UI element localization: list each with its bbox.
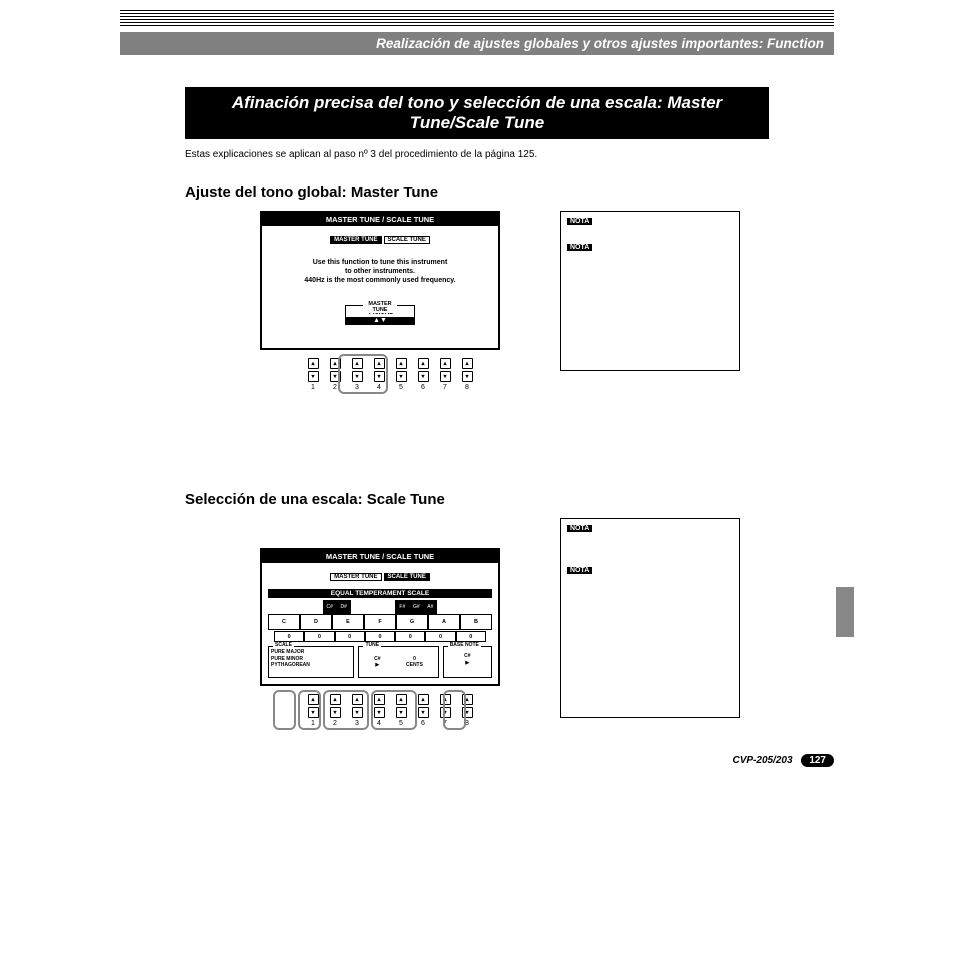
msg-line: Use this function to tune this instrumen… xyxy=(313,259,448,266)
key-value: 0 xyxy=(395,631,425,642)
btn-down[interactable]: ▾ xyxy=(418,707,429,718)
btn-down[interactable]: ▾ xyxy=(440,371,451,382)
scale-option: PYTHAGOREAN xyxy=(271,662,351,669)
highlight-box xyxy=(371,690,417,730)
btn-number: 6 xyxy=(421,384,425,391)
key-value: 0 xyxy=(456,631,486,642)
white-key: F xyxy=(364,614,396,630)
btn-number: 8 xyxy=(465,384,469,391)
btn-up[interactable]: ▴ xyxy=(418,694,429,705)
key-value: 0 xyxy=(335,631,365,642)
mt-arrows: ▲▼ xyxy=(346,317,414,324)
white-key: G xyxy=(396,614,428,630)
highlight-box xyxy=(443,690,466,730)
btn-number: 2 xyxy=(333,384,337,391)
panel-message: Use this function to tune this instrumen… xyxy=(262,258,498,285)
btn-number: 7 xyxy=(443,384,447,391)
btn-down[interactable]: ▾ xyxy=(418,371,429,382)
master-tune-value-box: MASTER TUNE 440.0Hz ▲▼ xyxy=(345,305,415,325)
black-key: A# xyxy=(423,600,437,614)
key-value: 0 xyxy=(304,631,334,642)
btn-down[interactable]: ▾ xyxy=(396,371,407,382)
scale-tune-panel-wrap: MASTER TUNE / SCALE TUNE MASTER TUNESCAL… xyxy=(260,548,520,727)
arrow-icon: ▶ xyxy=(374,662,380,669)
highlight-box xyxy=(338,354,388,394)
scale-tune-screen: MASTER TUNE / SCALE TUNE MASTER TUNESCAL… xyxy=(260,548,500,686)
base-note-box: BASE NOTE C# ▶ xyxy=(443,646,492,678)
highlight-box xyxy=(273,690,296,730)
tab-master-tune: MASTER TUNE xyxy=(330,573,381,581)
arrow-icon: ▶ xyxy=(446,660,489,667)
key-value: 0 xyxy=(365,631,395,642)
page-title-bar: Afinación precisa del tono y selección d… xyxy=(185,87,769,139)
page-number: 127 xyxy=(801,754,834,767)
btn-up[interactable]: ▴ xyxy=(396,358,407,369)
btn-up[interactable]: ▴ xyxy=(308,358,319,369)
scale-name-bar: EQUAL TEMPERAMENT SCALE xyxy=(268,589,492,598)
note-label: NOTA xyxy=(567,244,592,251)
scale-select-box: SCALE PURE MAJOR PURE MINOR PYTHAGOREAN xyxy=(268,646,354,678)
white-key: B xyxy=(460,614,492,630)
white-key: A xyxy=(428,614,460,630)
tab-master-tune: MASTER TUNE xyxy=(330,236,381,244)
intro-text: Estas explicaciones se aplican al paso n… xyxy=(185,149,769,160)
msg-line: to other instruments. xyxy=(345,268,415,275)
box-title: TUNE xyxy=(363,642,381,648)
tune-box: TUNE C# ▶ 0 CENTS xyxy=(358,646,438,678)
note-label: NOTA xyxy=(567,218,592,225)
btn-number: 6 xyxy=(421,720,425,727)
button-row-2: ▴▾1 ▴▾2 ▴▾3 ▴▾4 ▴▾5 ▴▾6 ▴▾7 ▴▾8 xyxy=(260,694,520,727)
white-key: D xyxy=(300,614,332,630)
btn-up[interactable]: ▴ xyxy=(440,358,451,369)
msg-line: 440Hz is the most commonly used frequenc… xyxy=(304,277,455,284)
key-value: 0 xyxy=(274,631,304,642)
highlight-box xyxy=(298,690,321,730)
key-value: 0 xyxy=(425,631,455,642)
section-header-bar: Realización de ajustes globales y otros … xyxy=(120,32,834,55)
btn-down[interactable]: ▾ xyxy=(308,371,319,382)
lower-controls: SCALE PURE MAJOR PURE MINOR PYTHAGOREAN … xyxy=(268,646,492,678)
keyboard-diagram: C# D# F# G# A# C D E F G A B xyxy=(268,600,492,642)
note-label: NOTA xyxy=(567,567,592,574)
btn-number: 1 xyxy=(311,384,315,391)
black-key: G# xyxy=(409,600,423,614)
master-tune-screen: MASTER TUNE / SCALE TUNE MASTER TUNESCAL… xyxy=(260,211,500,350)
white-key: E xyxy=(332,614,364,630)
box-title: SCALE xyxy=(273,642,294,648)
panel-tabs: MASTER TUNESCALE TUNE xyxy=(262,563,498,587)
page-footer: CVP-205/203 127 xyxy=(732,754,834,767)
master-tune-panel-wrap: MASTER TUNE / SCALE TUNE MASTER TUNESCAL… xyxy=(260,211,520,391)
btn-down[interactable]: ▾ xyxy=(462,371,473,382)
black-key: D# xyxy=(337,600,351,614)
black-key: F# xyxy=(395,600,409,614)
tab-scale-tune: SCALE TUNE xyxy=(384,573,430,581)
box-title: BASE NOTE xyxy=(448,642,481,648)
btn-up[interactable]: ▴ xyxy=(418,358,429,369)
heading-scale-tune: Selección de una escala: Scale Tune xyxy=(185,491,954,508)
btn-up[interactable]: ▴ xyxy=(462,358,473,369)
btn-number: 5 xyxy=(399,384,403,391)
heading-master-tune: Ajuste del tono global: Master Tune xyxy=(185,184,954,201)
tab-scale-tune: SCALE TUNE xyxy=(384,236,430,244)
header-rule-lines xyxy=(120,10,834,26)
tune-unit: CENTS xyxy=(406,662,423,669)
side-index-tab xyxy=(836,587,854,637)
panel-header: MASTER TUNE / SCALE TUNE xyxy=(262,213,498,226)
black-key: C# xyxy=(323,600,337,614)
note-box-2: NOTA . . NOTA . xyxy=(560,518,740,718)
panel-header: MASTER TUNE / SCALE TUNE xyxy=(262,550,498,563)
note-box-1: NOTA . NOTA . xyxy=(560,211,740,371)
highlight-box xyxy=(323,690,369,730)
button-row-1: ▴▾1 ▴▾2 ▴▾3 ▴▾4 ▴▾5 ▴▾6 ▴▾7 ▴▾8 xyxy=(260,358,520,391)
note-label: NOTA xyxy=(567,525,592,532)
white-key: C xyxy=(268,614,300,630)
mt-label: MASTER TUNE xyxy=(363,301,397,313)
model-label: CVP-205/203 xyxy=(732,755,792,766)
panel-tabs: MASTER TUNESCALE TUNE xyxy=(262,226,498,250)
